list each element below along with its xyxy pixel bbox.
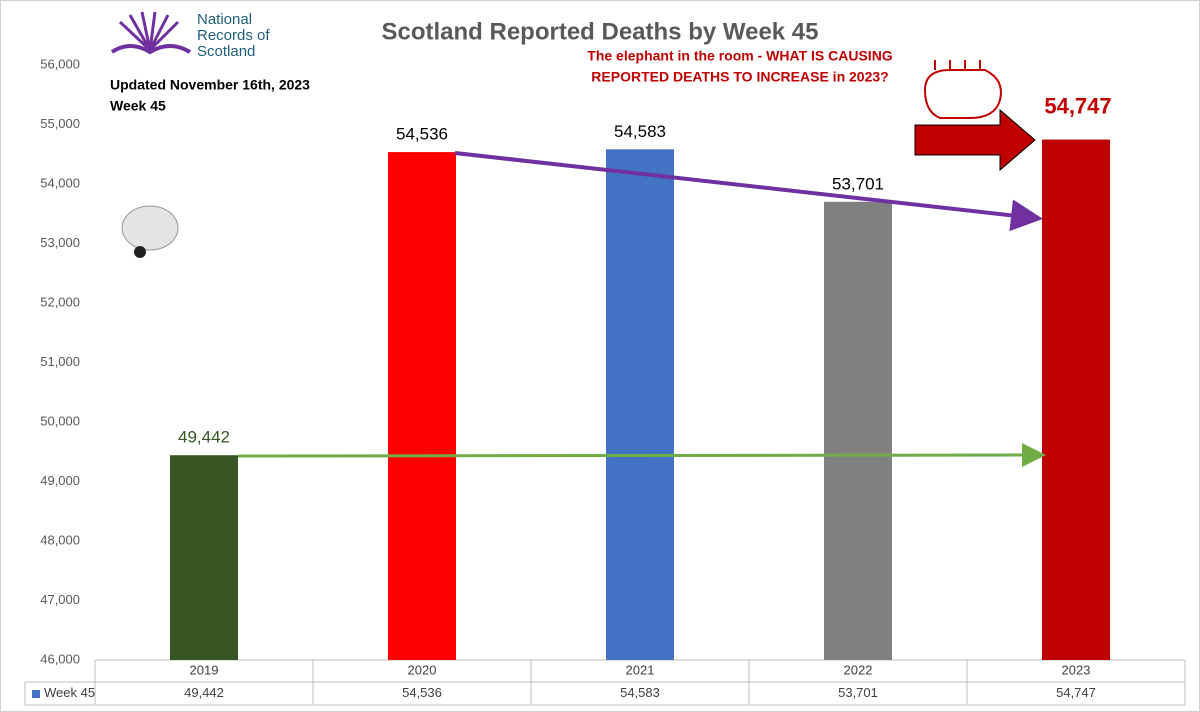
y-tick-label: 50,000 [40,413,80,428]
table-value: 53,701 [838,685,878,700]
table-value: 54,536 [402,685,442,700]
elephant-icon [923,60,1002,119]
logo-text: Records of [197,27,270,44]
table-value: 49,442 [184,685,224,700]
table-value: 54,583 [620,685,660,700]
data-label: 54,747 [1044,93,1111,118]
bar [824,201,892,660]
bar [170,455,238,660]
data-label: 49,442 [178,428,230,447]
annotation: Updated November 16th, 2023 [110,77,310,93]
y-tick-label: 51,000 [40,354,80,369]
trend-arrow [237,443,1046,468]
plot: 46,000 47,000 48,000 49,000 50,000 51,000 52,0… [24,56,1186,706]
y-tick-label: 47,000 [40,592,80,607]
x-tick-label: 2019 [190,662,219,677]
y-tick-label: 56,000 [40,56,80,71]
y-tick-label: 49,000 [40,473,80,488]
table-value: 54,747 [1056,685,1096,700]
y-tick-label: 55,000 [40,116,80,131]
y-tick-label: 54,000 [40,175,80,190]
logo-text: Scotland [197,43,255,60]
x-tick-label: 2020 [408,662,437,677]
x-tick-label: 2023 [1062,662,1091,677]
annotation: The elephant in the room - WHAT IS CAUSI… [587,48,893,64]
chart-title: Scotland Reported Deaths by Week 45 [381,18,818,45]
highlight-arrow [914,108,1036,172]
wolf-icon [121,205,179,258]
annotation: Week 45 [110,98,166,114]
trend-arrow [454,151,1043,232]
logo-icon [110,11,192,55]
data-label: 54,536 [396,125,448,144]
legend-label: Week 45 [44,685,95,700]
y-tick-label: 46,000 [40,651,80,666]
legend-key [32,690,40,698]
annotation: REPORTED DEATHS TO INCREASE in 2023? [591,69,888,85]
y-tick-label: 52,000 [40,294,80,309]
logo-text: National [197,11,252,28]
y-tick-label: 48,000 [40,532,80,547]
x-tick-label: 2021 [626,662,655,677]
y-tick-label: 53,000 [40,235,80,250]
bar [388,152,456,660]
x-tick-label: 2022 [844,662,873,677]
bar [1042,139,1110,661]
bar [606,149,674,660]
data-label: 54,583 [614,122,666,141]
data-label: 53,701 [832,174,884,193]
